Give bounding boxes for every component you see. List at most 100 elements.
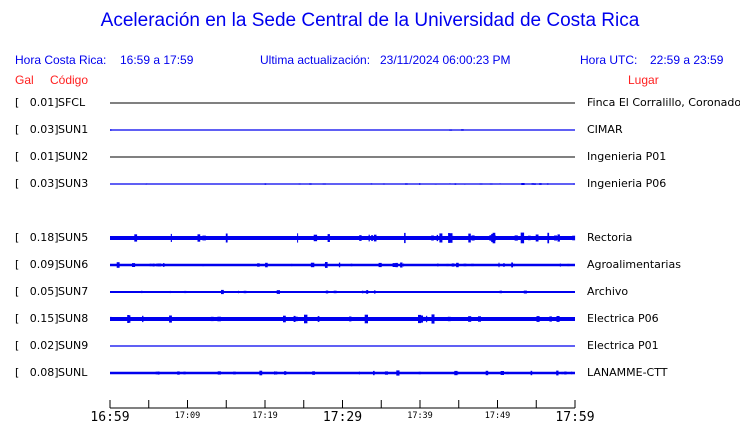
trace-spike [399,318,403,320]
trace-spike [396,370,400,376]
trace-spike [165,291,169,293]
station-gal: [ 0.03] [15,123,59,136]
trace-spike [359,235,362,241]
trace-spike [281,317,283,321]
trace-spike [485,236,489,240]
trace-spike [110,372,113,374]
trace-spike [350,263,353,267]
trace-spike [360,317,363,321]
trace-spike [439,233,443,243]
time-tick-label: 17:09 [175,411,201,421]
station-place: Rectoria [587,231,633,244]
trace-spike [235,318,238,320]
station-place: Ingenieria P06 [587,177,667,190]
station-code: SUN1 [58,123,89,136]
trace-spike [304,314,308,324]
trace-spike [364,314,368,324]
trace-spike [534,183,536,185]
trace-spike [400,262,403,268]
station-place: Agroalimentarias [587,258,681,271]
trace-spike [451,263,455,267]
station-place: Electrica P06 [587,312,659,325]
trace-spike [448,233,450,243]
trace-spike [485,370,489,376]
trace-spike [426,315,428,323]
trace-spike [225,233,228,243]
trace-spike [268,317,270,321]
station-place: CIMAR [587,123,623,136]
trace-spike [488,236,490,240]
trace-spike [390,318,393,320]
update-value: 23/11/2024 06:00:23 PM [380,53,511,67]
trace-spike [410,236,413,240]
trace-spike [317,316,320,322]
trace-spike [422,316,426,322]
trace-spike [265,262,268,268]
trace-spike [531,317,533,321]
trace-spike [226,236,230,240]
trace-spike [404,232,406,244]
trace-spike [514,235,518,241]
trace-spike [366,290,369,294]
trace-spike [319,317,323,321]
trace-spike [312,371,315,375]
trace-spike [566,372,570,374]
trace-spike [342,372,345,374]
trace-spike [374,290,376,294]
trace-spike [114,318,117,320]
trace-spike [206,236,208,240]
trace-spike [556,316,560,322]
trace-spike [110,237,112,240]
trace-spike [570,371,573,375]
trace-spike [274,236,278,240]
trace-spike [217,316,221,322]
trace-spike [184,290,187,294]
trace-spike [223,318,226,320]
trace-spike [338,318,341,320]
time-tick-label: 17:59 [555,410,594,423]
station-gal: [ 0.05] [15,285,59,298]
trace-spike [528,235,531,241]
trace-spike [217,371,221,375]
station-code: SUN9 [58,339,89,352]
trace-spike [223,291,227,293]
station-gal: [ 0.15] [15,312,59,325]
trace-spike [419,264,422,266]
trace-spike [339,237,342,239]
trace-spike [123,264,125,266]
trace-spike [196,318,198,320]
trace-spike [456,262,459,268]
trace-spike [141,290,143,294]
trace-spike [128,315,131,323]
trace-spike [418,314,422,324]
trace-spike [461,129,464,131]
trace-spike [523,290,527,294]
trace-spike [421,315,423,323]
trace-spike [204,236,207,240]
trace-spike [169,315,172,323]
station-gal: [ 0.01] [15,150,59,163]
trace-spike [571,236,574,240]
utc-time-label: Hora UTC: [580,53,638,67]
trace-spike [173,318,175,320]
trace-spike [373,370,375,376]
trace-spike [317,236,320,240]
trace-spike [322,183,326,185]
trace-spike [131,236,134,240]
trace-spike [463,291,466,293]
trace-spike [553,264,555,266]
trace-spike [483,237,487,239]
trace-spike [145,183,147,185]
time-tick-label: 17:29 [323,410,362,423]
trace-spike [500,371,504,375]
station-code: SUN8 [58,312,89,325]
station-gal: [ 0.02] [15,339,59,352]
station-place: Archivo [587,285,629,298]
trace-spike [208,317,210,321]
trace-spike [297,233,299,243]
trace-spike [345,372,347,374]
trace-spike [135,237,139,239]
station-gal: [ 0.09] [15,258,59,271]
trace-spike [298,183,301,185]
